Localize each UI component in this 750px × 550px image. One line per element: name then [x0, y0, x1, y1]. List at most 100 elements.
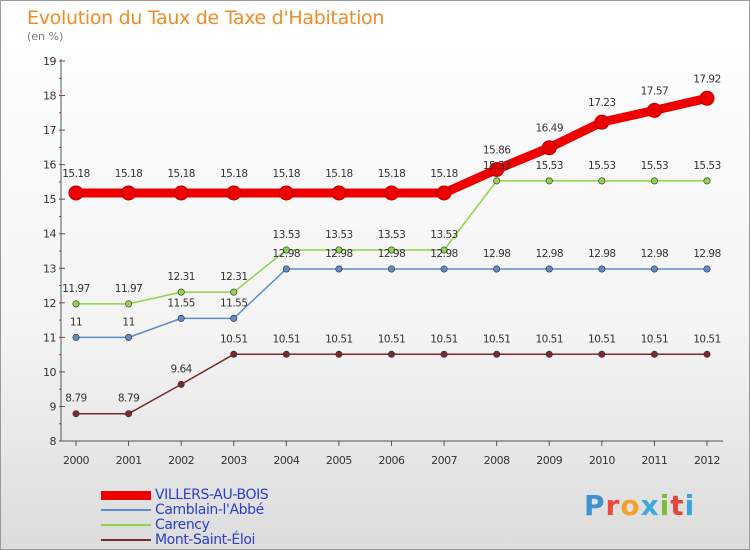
data-point	[493, 350, 501, 358]
data-point	[440, 246, 448, 254]
data-point	[650, 265, 658, 273]
x-tick-label: 2007	[431, 454, 457, 467]
data-point	[72, 300, 80, 308]
y-tick-label: 16	[43, 159, 56, 172]
data-label: 12.31	[220, 271, 248, 283]
data-label: 15.53	[483, 160, 511, 172]
x-tick-label: 2006	[379, 454, 405, 467]
legend-item: Carency	[101, 517, 210, 533]
data-label: 15.18	[220, 168, 248, 180]
data-point	[650, 177, 658, 185]
data-label: 15.18	[430, 168, 458, 180]
x-tick-label: 2011	[641, 454, 667, 467]
y-tick-label: 10	[43, 366, 56, 379]
legend-item: Mont-Saint-Éloi	[101, 532, 255, 548]
data-label: 11	[122, 316, 134, 328]
data-label: 10.51	[483, 333, 511, 345]
data-point	[331, 185, 347, 201]
data-label: 13.53	[378, 229, 406, 241]
data-label: 15.53	[588, 160, 616, 172]
data-label: 16.49	[535, 123, 563, 135]
y-tick-label: 14	[43, 228, 56, 241]
data-point	[699, 90, 715, 106]
data-label: 8.79	[65, 393, 86, 405]
data-label: 12.98	[535, 248, 563, 260]
legend-swatch	[101, 524, 151, 526]
data-label: 15.18	[325, 168, 353, 180]
data-label: 11.55	[220, 297, 248, 309]
data-label: 15.18	[167, 168, 195, 180]
data-label: 12.98	[693, 248, 721, 260]
chart-unit: (en %)	[27, 30, 64, 43]
axes: 8 9 10 11 12 13 14 15 16 17 18 19 2000 2001 2002 2003 20…	[43, 55, 723, 467]
data-point	[282, 246, 290, 254]
data-label: 12.98	[378, 248, 406, 260]
y-tick-label: 11	[43, 331, 56, 344]
y-tick-label: 8	[50, 435, 57, 448]
y-tick-label: 18	[43, 90, 56, 103]
legend-item: VILLERS-AU-BOIS	[101, 487, 269, 503]
data-label: 15.18	[62, 168, 90, 180]
data-point	[335, 246, 343, 254]
legend-label: VILLERS-AU-BOIS	[155, 487, 269, 503]
data-point	[387, 246, 395, 254]
data-label: 10.51	[641, 333, 669, 345]
x-tick-label: 2004	[273, 454, 299, 467]
data-label: 10.51	[325, 333, 353, 345]
x-tick-label: 2000	[63, 454, 89, 467]
data-point	[646, 102, 662, 118]
data-point	[173, 185, 189, 201]
data-label: 13.53	[325, 229, 353, 241]
data-point	[72, 410, 80, 418]
data-label: 13.53	[273, 229, 301, 241]
x-tick-label: 2012	[694, 454, 720, 467]
data-point	[703, 265, 711, 273]
y-tick-label: 15	[43, 193, 56, 206]
data-point	[282, 350, 290, 358]
y-tick-label: 9	[50, 400, 57, 413]
data-label: 10.51	[693, 333, 721, 345]
data-label: 12.98	[588, 248, 616, 260]
data-point	[598, 350, 606, 358]
data-label: 10.51	[273, 333, 301, 345]
legend-item: Camblain-l'Abbé	[101, 502, 264, 518]
data-label: 10.51	[220, 333, 248, 345]
data-point	[493, 265, 501, 273]
series-layer	[68, 90, 715, 418]
data-label: 12.98	[325, 248, 353, 260]
data-label: 11.97	[115, 283, 143, 295]
data-point	[125, 333, 133, 341]
data-label: 15.18	[378, 168, 406, 180]
data-point	[703, 350, 711, 358]
data-point	[177, 380, 185, 388]
data-label: 17.92	[693, 73, 721, 85]
data-point	[387, 350, 395, 358]
data-point	[545, 177, 553, 185]
data-label: 12.98	[430, 248, 458, 260]
data-label: 11	[70, 316, 82, 328]
data-point	[278, 185, 294, 201]
data-point	[282, 265, 290, 273]
proxiti-logo: Proxiti	[584, 489, 696, 522]
legend-swatch	[101, 490, 151, 500]
data-point	[436, 185, 452, 201]
data-point	[68, 185, 84, 201]
data-point	[440, 265, 448, 273]
data-point	[545, 350, 553, 358]
data-label: 15.53	[535, 160, 563, 172]
data-label: 10.51	[378, 333, 406, 345]
data-label: 12.98	[273, 248, 301, 260]
data-point	[541, 140, 557, 156]
data-point	[230, 350, 238, 358]
chart-title: Evolution du Taux de Taxe d'Habitation	[27, 7, 385, 29]
y-tick-label: 12	[43, 297, 56, 310]
data-point	[493, 177, 501, 185]
x-tick-label: 2003	[221, 454, 247, 467]
data-label: 15.18	[115, 168, 143, 180]
x-tick-label: 2009	[536, 454, 562, 467]
data-point	[598, 265, 606, 273]
data-point	[230, 314, 238, 322]
data-point	[440, 350, 448, 358]
data-point	[72, 333, 80, 341]
data-point	[594, 114, 610, 130]
